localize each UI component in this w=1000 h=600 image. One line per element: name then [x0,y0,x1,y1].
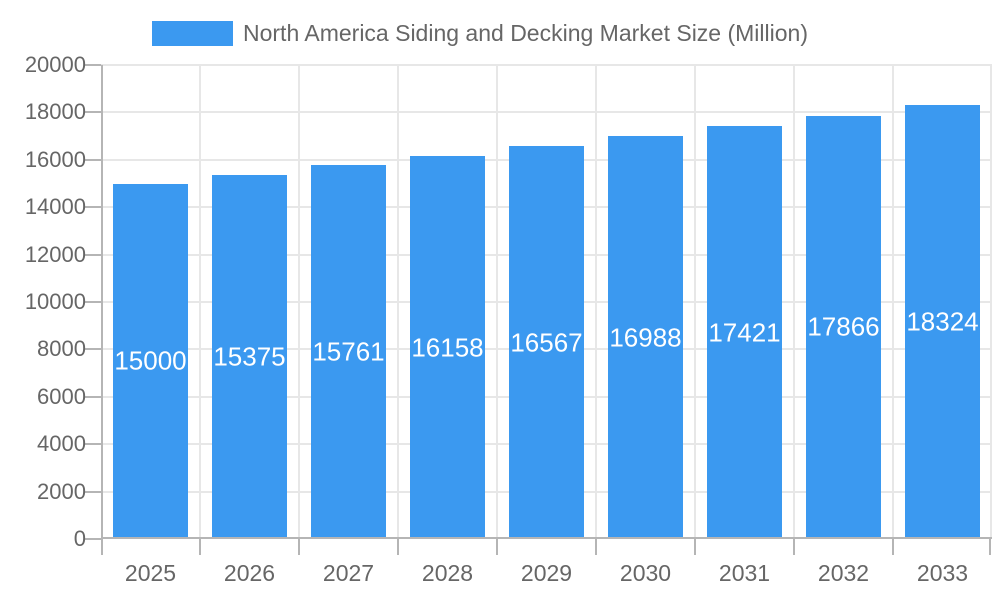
y-axis-tick [85,443,101,446]
gridline-vertical [298,65,300,539]
x-axis-label: 2029 [520,560,573,586]
bar [311,165,386,539]
x-axis-label: 2030 [619,560,672,586]
bar-value-label: 16988 [609,322,682,353]
y-axis-tick [85,301,101,303]
bar [707,126,782,539]
x-axis-tick [298,539,300,555]
y-axis-label: 16000 [24,146,86,172]
y-axis-line [101,65,103,539]
y-axis-label: 14000 [24,194,86,220]
legend[interactable]: North America Siding and Decking Market … [152,20,808,47]
gridline-vertical [199,65,201,539]
bar [509,146,584,539]
x-axis-tick [892,539,894,555]
bar-value-label: 15000 [114,345,187,376]
legend-swatch [152,21,233,46]
x-axis-label: 2032 [817,560,870,586]
bar-value-label: 17866 [807,311,880,342]
bar [410,156,485,539]
y-axis-tick [85,490,101,493]
x-axis-label: 2025 [124,560,177,586]
gridline-vertical [793,65,795,539]
gridline-vertical [595,65,597,539]
y-axis-tick [85,64,101,66]
y-axis-label: 18000 [24,99,86,125]
x-axis-tick [989,539,991,555]
x-axis-label: 2031 [718,560,771,586]
y-axis-label: 4000 [37,431,86,457]
x-axis-tick [397,539,399,555]
x-axis-label: 2033 [916,560,969,586]
y-axis-label: 10000 [24,289,86,314]
bar-value-label: 17421 [708,317,781,348]
bar-value-label: 16158 [411,332,484,363]
gridline-vertical [397,65,399,539]
y-axis-tick [85,253,101,256]
gridline-vertical [990,65,992,539]
x-axis-label: 2028 [421,560,474,586]
gridline-horizontal [101,111,992,114]
bar [212,174,287,539]
bar [806,115,881,539]
x-axis-tick [101,539,103,555]
gridline-vertical [496,65,498,539]
gridline-vertical [892,65,894,539]
bar-value-label: 18324 [906,306,979,337]
y-axis-label: 0 [73,526,86,551]
bar [113,183,188,539]
legend-label: North America Siding and Decking Market … [243,20,808,46]
y-axis-label: 6000 [37,383,86,409]
bar-value-label: 15761 [312,336,385,367]
gridline-vertical [694,65,696,539]
x-axis-label: 2026 [223,560,276,586]
x-axis-tick [496,539,498,555]
y-axis-label: 20000 [24,52,86,77]
y-axis-tick [85,158,101,161]
gridline-horizontal [101,64,992,66]
y-axis-tick [85,206,101,209]
bar-value-label: 16567 [510,327,583,358]
x-axis-tick [595,539,597,555]
bar [905,104,980,539]
y-axis-tick [85,395,101,398]
y-axis-label: 2000 [37,478,86,504]
bar-value-label: 15375 [213,341,286,372]
y-axis-tick [85,538,101,540]
bar [608,136,683,539]
x-axis-tick [694,539,696,555]
y-axis-tick [85,348,101,351]
x-axis-label: 2027 [322,560,375,586]
x-axis-tick [199,539,201,555]
x-axis-tick [793,539,795,555]
y-axis-tick [85,111,101,114]
y-axis-label: 8000 [37,336,86,362]
x-axis-line [101,537,992,539]
plot-area: 15000 15375 15761 16158 16567 16988 17421 17866… [101,64,992,539]
y-axis-label: 12000 [24,241,86,267]
